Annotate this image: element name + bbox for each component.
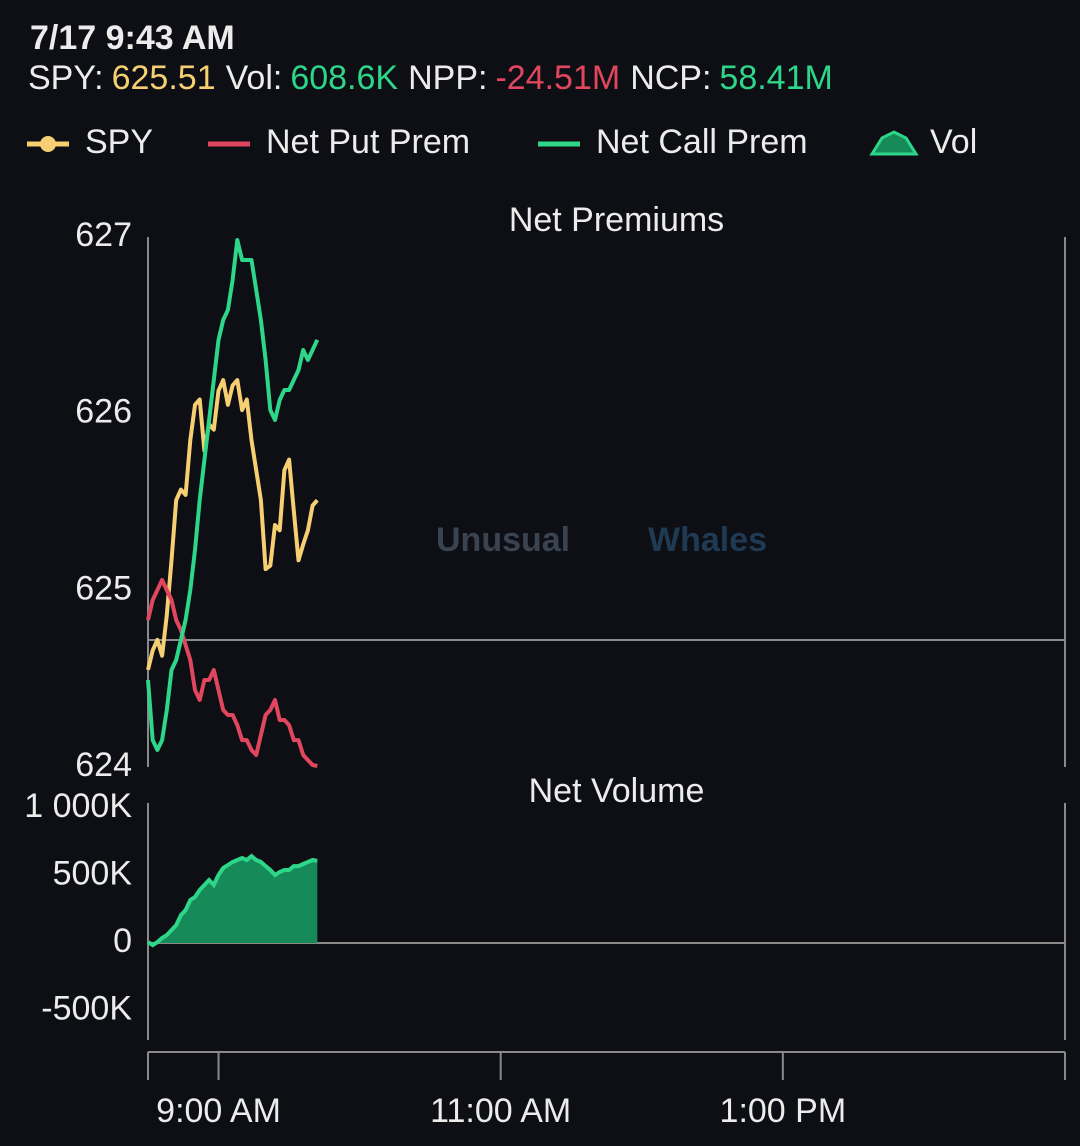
legend-label: Vol (930, 123, 977, 161)
legend-area (869, 130, 919, 156)
y-tick-label: 0 (113, 922, 132, 960)
legend-dot (40, 136, 56, 152)
datetime: 7/17 9:43 AM (30, 19, 235, 57)
stat-label: NPP: (408, 59, 487, 97)
stat-value: -24.51M (495, 59, 620, 97)
stat-value: 608.6K (290, 59, 398, 97)
chart-title: Net Volume (529, 772, 705, 810)
x-tick-label: 1:00 PM (720, 1092, 847, 1130)
y-tick-label: -500K (41, 990, 132, 1028)
legend-label: Net Call Prem (596, 123, 808, 161)
y-tick-label: 626 (75, 393, 132, 431)
x-tick-label: 11:00 AM (430, 1092, 571, 1130)
chart-title: Net Premiums (509, 201, 724, 239)
y-tick-label: 627 (75, 216, 132, 254)
legend-label: Net Put Prem (266, 123, 470, 161)
stat-value: 625.51 (112, 59, 216, 97)
watermark: Whales (648, 521, 767, 559)
x-tick-label: 9:00 AM (156, 1092, 281, 1130)
stats: SPY: 625.51 Vol: 608.6K NPP: -24.51M NCP: 58.41… (28, 59, 833, 97)
stat-value: 58.41M (719, 59, 832, 97)
series-line (146, 378, 319, 671)
stat-label: NCP: (630, 59, 711, 97)
stat-label: Vol: (226, 59, 283, 97)
series-line (146, 578, 318, 768)
series-line (146, 238, 320, 752)
y-tick-label: 625 (75, 569, 132, 607)
stat-label: SPY: (28, 59, 104, 97)
y-tick-label: 624 (75, 746, 132, 784)
series-line (146, 853, 318, 948)
legend-label: SPY (85, 123, 153, 161)
watermark: Unusual (436, 521, 570, 559)
y-tick-label: 1 000K (24, 787, 132, 825)
series-area (148, 856, 318, 946)
y-tick-label: 500K (53, 854, 133, 892)
